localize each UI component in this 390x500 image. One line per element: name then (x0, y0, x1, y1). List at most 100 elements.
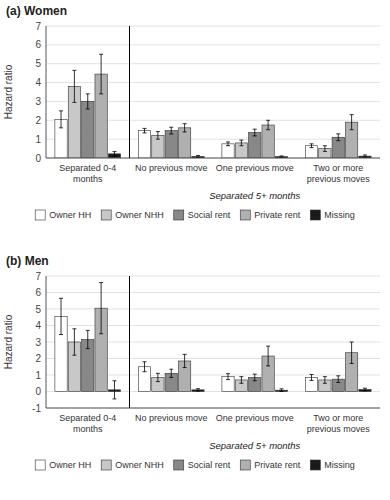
y-tick-label: 4 (35, 77, 41, 88)
bar (262, 125, 274, 158)
error-cap (59, 298, 63, 299)
error-cap (169, 369, 173, 370)
error-bar (363, 155, 367, 157)
error-stem (157, 373, 158, 381)
x-tick-label: No previous move (135, 163, 208, 173)
error-cap (253, 374, 257, 375)
error-cap (169, 127, 173, 128)
error-cap (169, 134, 173, 135)
group-separator (129, 276, 130, 408)
bar (82, 101, 94, 158)
error-bar (239, 377, 243, 384)
error-cap (279, 391, 283, 392)
y-axis (46, 276, 47, 408)
error-bar (239, 140, 243, 146)
error-stem (184, 124, 185, 132)
y-axis-label: Hazard ratio (3, 64, 14, 119)
error-cap (239, 383, 243, 384)
error-cap (99, 54, 103, 55)
x-tick-label-line: previous moves (307, 424, 371, 434)
error-cap (183, 123, 187, 124)
legend-entry: Missing (324, 210, 355, 220)
error-cap (143, 371, 147, 372)
legend-swatch (240, 460, 250, 470)
error-bar (183, 124, 187, 132)
grid-line (46, 158, 380, 159)
error-cap (143, 128, 147, 129)
error-stem (268, 346, 269, 366)
legend-swatch (174, 460, 184, 470)
error-cap (363, 390, 367, 391)
error-cap (350, 363, 354, 364)
x-tick-label-line: No previous move (135, 413, 208, 423)
bar (305, 146, 317, 158)
error-cap (72, 328, 76, 329)
error-stem (338, 376, 339, 383)
error-cap (169, 377, 173, 378)
group-separator (129, 26, 130, 158)
legend-entry: Missing (324, 460, 355, 470)
y-tick-label: 1 (35, 370, 41, 381)
bar (138, 131, 150, 158)
error-cap (310, 374, 314, 375)
error-cap (336, 133, 340, 134)
error-bar (72, 329, 76, 355)
error-cap (310, 147, 314, 148)
error-cap (239, 140, 243, 141)
x-tick-label-line: previous moves (307, 174, 371, 184)
legend-entry: Private rent (254, 460, 301, 470)
bar (222, 144, 234, 158)
error-stem (87, 94, 88, 109)
error-cap (253, 380, 257, 381)
y-tick-label: 7 (35, 271, 41, 282)
error-bar (253, 129, 257, 136)
error-cap (86, 330, 90, 331)
error-stem (171, 369, 172, 377)
panel-title: (b) Men (6, 254, 49, 268)
error-cap (310, 380, 314, 381)
legend-entry: Social rent (188, 460, 231, 470)
error-cap (363, 388, 367, 389)
error-cap (196, 155, 200, 156)
panel: (a) WomenHazard ratio01234567Separated 0… (3, 4, 380, 220)
y-tick-label: 2 (35, 353, 41, 364)
y-tick-label: 7 (35, 21, 41, 32)
legend: Owner HHOwner NHHSocial rentPrivate rent… (35, 210, 355, 220)
panel: (b) MenHazard ratio-101234567Separated 0… (3, 254, 380, 470)
bar (152, 135, 164, 158)
grid-line (46, 63, 380, 64)
y-tick-label: -1 (32, 403, 41, 414)
error-stem (171, 127, 172, 134)
figure: (a) WomenHazard ratio01234567Separated 0… (0, 0, 390, 500)
y-tick-label: 6 (35, 287, 41, 298)
error-bar (279, 389, 283, 392)
error-bar (99, 54, 103, 94)
error-cap (226, 379, 230, 380)
bar (332, 137, 344, 158)
error-cap (156, 139, 160, 140)
error-cap (253, 135, 257, 136)
error-bar (99, 283, 103, 334)
error-bar (350, 115, 354, 130)
legend-swatch (101, 460, 111, 470)
error-cap (86, 348, 90, 349)
x-tick-label: No previous move (135, 413, 208, 423)
error-cap (112, 151, 116, 152)
error-cap (72, 102, 76, 103)
error-bar (72, 70, 76, 102)
error-stem (241, 377, 242, 384)
x-tick-label-line: Separated 0-4 (59, 413, 116, 423)
error-bar (86, 94, 90, 109)
error-bar (183, 354, 187, 367)
error-stem (351, 115, 352, 130)
y-axis-label: Hazard ratio (3, 314, 14, 369)
x-tick-label: Two or moreprevious moves (307, 163, 371, 184)
error-stem (228, 374, 229, 380)
error-cap (279, 388, 283, 389)
error-cap (183, 131, 187, 132)
error-cap (112, 398, 116, 399)
legend-entry: Social rent (188, 210, 231, 220)
y-tick-label: 3 (35, 337, 41, 348)
error-cap (310, 143, 314, 144)
legend-swatch (35, 460, 45, 470)
